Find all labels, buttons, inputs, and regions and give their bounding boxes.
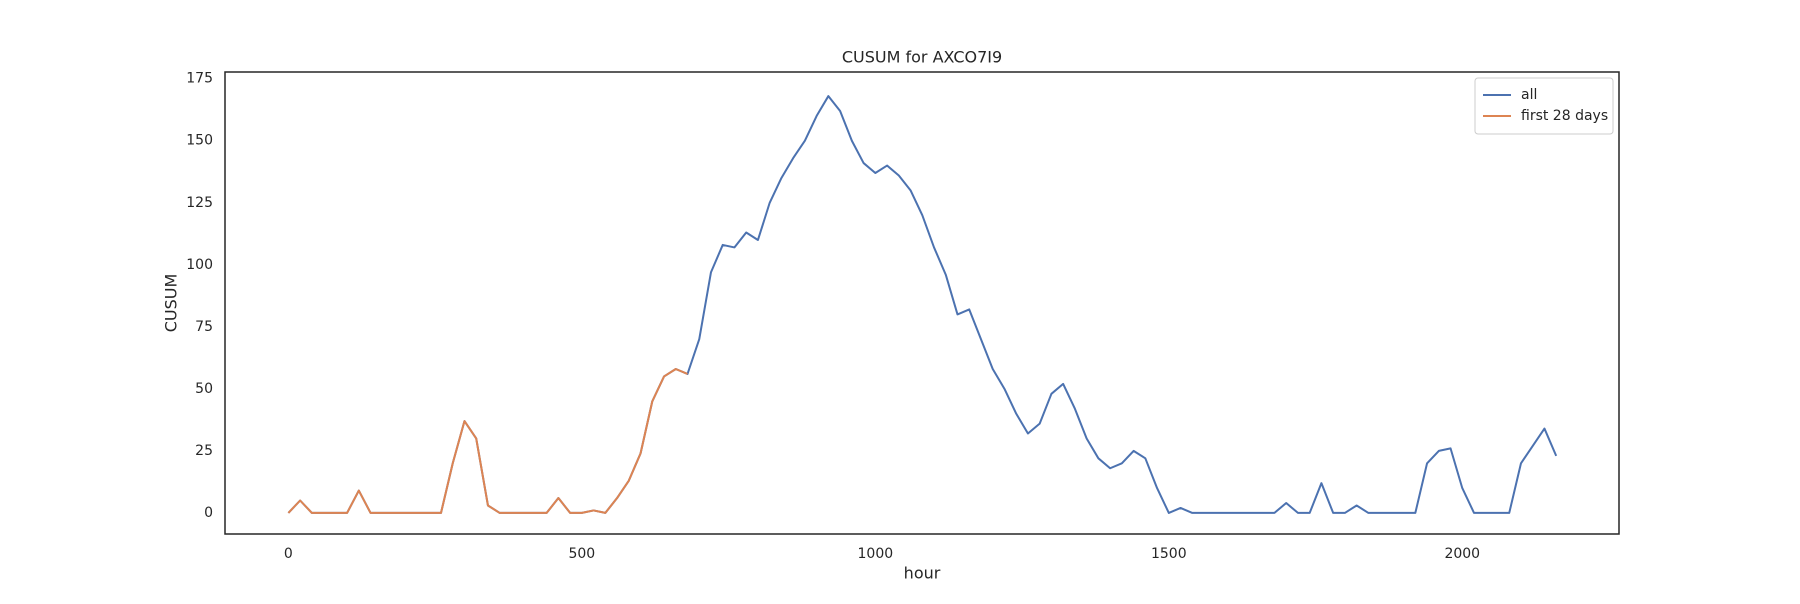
chart-title: CUSUM for AXCO7I9	[842, 48, 1002, 67]
x-tick-label: 1000	[858, 546, 894, 562]
y-tick-label: 125	[186, 195, 213, 211]
plot-frame	[224, 71, 1620, 535]
legend-label: all	[1521, 87, 1537, 103]
series-line	[287, 368, 688, 514]
y-tick-label: 100	[186, 257, 213, 273]
y-tick-label: 150	[186, 133, 213, 149]
y-tick-label: 75	[195, 319, 213, 335]
legend-label: first 28 days	[1521, 108, 1608, 124]
x-tick-label: 1500	[1151, 546, 1187, 562]
y-tick-label: 50	[195, 381, 213, 397]
y-tick-label: 175	[186, 71, 213, 87]
y-axis-label: CUSUM	[162, 274, 181, 333]
legend-box	[1474, 77, 1614, 135]
y-tick-label: 0	[204, 505, 213, 521]
x-tick-label: 500	[568, 546, 595, 562]
x-axis-label: hour	[904, 564, 941, 583]
x-tick-label: 0	[284, 546, 293, 562]
y-tick-label: 25	[195, 443, 213, 459]
x-tick-label: 2000	[1444, 546, 1480, 562]
